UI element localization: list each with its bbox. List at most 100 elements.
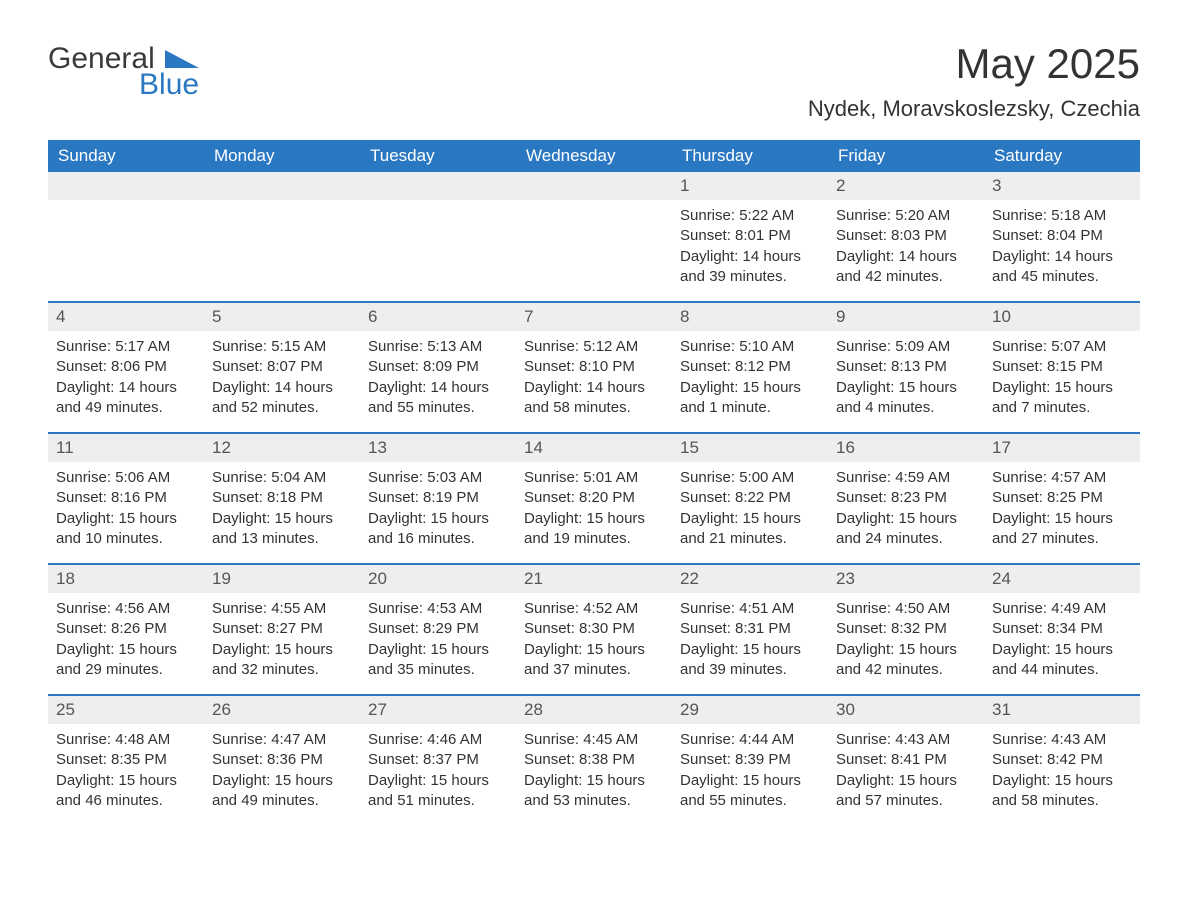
day-number: 28 [516, 696, 672, 724]
day-content: Sunrise: 5:07 AMSunset: 8:15 PMDaylight:… [984, 331, 1140, 418]
calendar-row: 4Sunrise: 5:17 AMSunset: 8:06 PMDaylight… [48, 301, 1140, 432]
day-number: 27 [360, 696, 516, 724]
sunrise-text: Sunrise: 5:20 AM [836, 206, 976, 226]
day-number: 25 [48, 696, 204, 724]
day-content: Sunrise: 5:09 AMSunset: 8:13 PMDaylight:… [828, 331, 984, 418]
day-number: 12 [204, 434, 360, 462]
sunrise-text: Sunrise: 4:59 AM [836, 468, 976, 488]
day-number: 15 [672, 434, 828, 462]
sunrise-text: Sunrise: 4:44 AM [680, 730, 820, 750]
day-number: 4 [48, 303, 204, 331]
day-content: Sunrise: 4:53 AMSunset: 8:29 PMDaylight:… [360, 593, 516, 680]
daylight-text: Daylight: 14 hours and 45 minutes. [992, 247, 1132, 288]
day-content: Sunrise: 4:49 AMSunset: 8:34 PMDaylight:… [984, 593, 1140, 680]
sunrise-text: Sunrise: 4:53 AM [368, 599, 508, 619]
daylight-text: Daylight: 15 hours and 35 minutes. [368, 640, 508, 681]
day-content: Sunrise: 4:47 AMSunset: 8:36 PMDaylight:… [204, 724, 360, 811]
sunrise-text: Sunrise: 5:06 AM [56, 468, 196, 488]
calendar-cell [360, 172, 516, 301]
sunrise-text: Sunrise: 4:57 AM [992, 468, 1132, 488]
sunset-text: Sunset: 8:03 PM [836, 226, 976, 246]
calendar-cell: 26Sunrise: 4:47 AMSunset: 8:36 PMDayligh… [204, 696, 360, 825]
calendar-cell: 4Sunrise: 5:17 AMSunset: 8:06 PMDaylight… [48, 303, 204, 432]
daylight-text: Daylight: 14 hours and 42 minutes. [836, 247, 976, 288]
calendar-cell: 11Sunrise: 5:06 AMSunset: 8:16 PMDayligh… [48, 434, 204, 563]
day-content: Sunrise: 5:03 AMSunset: 8:19 PMDaylight:… [360, 462, 516, 549]
logo: General Blue [48, 40, 199, 100]
sunset-text: Sunset: 8:39 PM [680, 750, 820, 770]
sunrise-text: Sunrise: 5:09 AM [836, 337, 976, 357]
calendar-cell: 6Sunrise: 5:13 AMSunset: 8:09 PMDaylight… [360, 303, 516, 432]
sunset-text: Sunset: 8:04 PM [992, 226, 1132, 246]
daylight-text: Daylight: 15 hours and 39 minutes. [680, 640, 820, 681]
calendar-cell: 24Sunrise: 4:49 AMSunset: 8:34 PMDayligh… [984, 565, 1140, 694]
weekday-header: Friday [828, 140, 984, 172]
daylight-text: Daylight: 15 hours and 37 minutes. [524, 640, 664, 681]
logo-text-blue: Blue [139, 68, 199, 101]
calendar-cell: 3Sunrise: 5:18 AMSunset: 8:04 PMDaylight… [984, 172, 1140, 301]
calendar-cell: 27Sunrise: 4:46 AMSunset: 8:37 PMDayligh… [360, 696, 516, 825]
sunrise-text: Sunrise: 5:18 AM [992, 206, 1132, 226]
sunset-text: Sunset: 8:13 PM [836, 357, 976, 377]
calendar-row: 1Sunrise: 5:22 AMSunset: 8:01 PMDaylight… [48, 172, 1140, 301]
logo-text: General Blue [48, 40, 199, 100]
sunset-text: Sunset: 8:25 PM [992, 488, 1132, 508]
sunrise-text: Sunrise: 5:04 AM [212, 468, 352, 488]
daylight-text: Daylight: 15 hours and 4 minutes. [836, 378, 976, 419]
day-content: Sunrise: 5:22 AMSunset: 8:01 PMDaylight:… [672, 200, 828, 287]
day-content: Sunrise: 5:00 AMSunset: 8:22 PMDaylight:… [672, 462, 828, 549]
day-number: 20 [360, 565, 516, 593]
daylight-text: Daylight: 14 hours and 52 minutes. [212, 378, 352, 419]
daylight-text: Daylight: 15 hours and 51 minutes. [368, 771, 508, 812]
daylight-text: Daylight: 15 hours and 46 minutes. [56, 771, 196, 812]
sunset-text: Sunset: 8:37 PM [368, 750, 508, 770]
sunrise-text: Sunrise: 5:07 AM [992, 337, 1132, 357]
sunset-text: Sunset: 8:41 PM [836, 750, 976, 770]
day-number: 9 [828, 303, 984, 331]
sunset-text: Sunset: 8:01 PM [680, 226, 820, 246]
calendar-cell [516, 172, 672, 301]
empty-day-bar [516, 172, 672, 200]
calendar-cell: 23Sunrise: 4:50 AMSunset: 8:32 PMDayligh… [828, 565, 984, 694]
sunset-text: Sunset: 8:10 PM [524, 357, 664, 377]
sunrise-text: Sunrise: 5:01 AM [524, 468, 664, 488]
calendar-row: 25Sunrise: 4:48 AMSunset: 8:35 PMDayligh… [48, 694, 1140, 825]
day-number: 7 [516, 303, 672, 331]
calendar-cell: 2Sunrise: 5:20 AMSunset: 8:03 PMDaylight… [828, 172, 984, 301]
sunrise-text: Sunrise: 5:03 AM [368, 468, 508, 488]
day-number: 2 [828, 172, 984, 200]
calendar-cell: 19Sunrise: 4:55 AMSunset: 8:27 PMDayligh… [204, 565, 360, 694]
day-content: Sunrise: 5:17 AMSunset: 8:06 PMDaylight:… [48, 331, 204, 418]
day-content: Sunrise: 4:57 AMSunset: 8:25 PMDaylight:… [984, 462, 1140, 549]
day-content: Sunrise: 5:20 AMSunset: 8:03 PMDaylight:… [828, 200, 984, 287]
daylight-text: Daylight: 14 hours and 39 minutes. [680, 247, 820, 288]
sunset-text: Sunset: 8:18 PM [212, 488, 352, 508]
daylight-text: Daylight: 15 hours and 16 minutes. [368, 509, 508, 550]
day-number: 30 [828, 696, 984, 724]
day-number: 16 [828, 434, 984, 462]
sunset-text: Sunset: 8:26 PM [56, 619, 196, 639]
sunrise-text: Sunrise: 4:55 AM [212, 599, 352, 619]
calendar-cell: 5Sunrise: 5:15 AMSunset: 8:07 PMDaylight… [204, 303, 360, 432]
sunset-text: Sunset: 8:31 PM [680, 619, 820, 639]
sunset-text: Sunset: 8:30 PM [524, 619, 664, 639]
daylight-text: Daylight: 15 hours and 57 minutes. [836, 771, 976, 812]
day-content: Sunrise: 4:43 AMSunset: 8:41 PMDaylight:… [828, 724, 984, 811]
calendar-cell: 9Sunrise: 5:09 AMSunset: 8:13 PMDaylight… [828, 303, 984, 432]
day-content: Sunrise: 4:52 AMSunset: 8:30 PMDaylight:… [516, 593, 672, 680]
page-header: General Blue May 2025 Nydek, Moravskosle… [48, 40, 1140, 122]
sunrise-text: Sunrise: 4:48 AM [56, 730, 196, 750]
sunrise-text: Sunrise: 4:56 AM [56, 599, 196, 619]
daylight-text: Daylight: 15 hours and 29 minutes. [56, 640, 196, 681]
sunset-text: Sunset: 8:22 PM [680, 488, 820, 508]
day-content: Sunrise: 5:15 AMSunset: 8:07 PMDaylight:… [204, 331, 360, 418]
day-number: 11 [48, 434, 204, 462]
day-number: 24 [984, 565, 1140, 593]
day-number: 29 [672, 696, 828, 724]
sunset-text: Sunset: 8:09 PM [368, 357, 508, 377]
daylight-text: Daylight: 15 hours and 10 minutes. [56, 509, 196, 550]
daylight-text: Daylight: 15 hours and 55 minutes. [680, 771, 820, 812]
sunrise-text: Sunrise: 5:13 AM [368, 337, 508, 357]
day-number: 1 [672, 172, 828, 200]
day-number: 21 [516, 565, 672, 593]
